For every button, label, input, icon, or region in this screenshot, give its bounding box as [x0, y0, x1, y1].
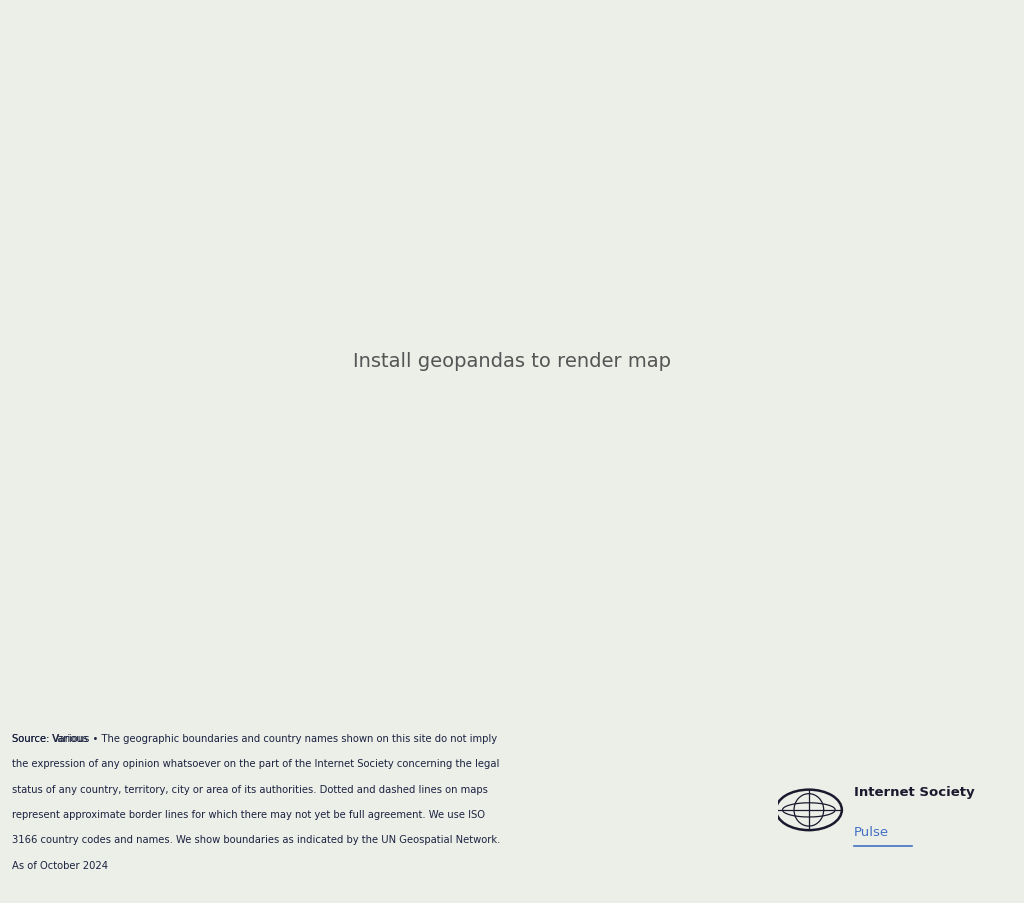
Text: the expression of any opinion whatsoever on the part of the Internet Society con: the expression of any opinion whatsoever… [12, 759, 500, 768]
Text: Various: Various [51, 733, 89, 743]
Text: As of October 2024: As of October 2024 [12, 860, 109, 870]
Text: Source: Various • The geographic boundaries and country names shown on this site: Source: Various • The geographic boundar… [12, 733, 498, 743]
Text: status of any country, territory, city or area of its authorities. Dotted and da: status of any country, territory, city o… [12, 784, 488, 794]
Text: 3166 country codes and names. We show boundaries as indicated by the UN Geospati: 3166 country codes and names. We show bo… [12, 834, 501, 844]
Text: Internet Society: Internet Society [854, 785, 974, 797]
Text: Install geopandas to render map: Install geopandas to render map [353, 351, 671, 371]
Text: Pulse: Pulse [854, 825, 889, 838]
Text: represent approximate border lines for which there may not yet be full agreement: represent approximate border lines for w… [12, 809, 485, 819]
Text: Source:: Source: [12, 733, 53, 743]
